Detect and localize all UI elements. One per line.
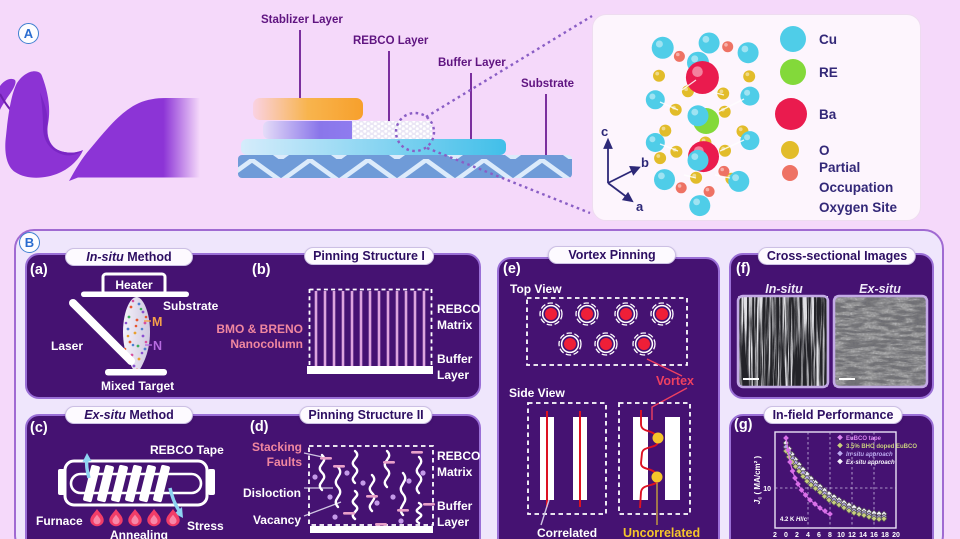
svg-text:In-situ approach: In-situ approach xyxy=(846,452,893,458)
svg-text:Stacking: Stacking xyxy=(252,440,302,454)
svg-text:Nanocolumn: Nanocolumn xyxy=(230,337,303,351)
svg-text:N: N xyxy=(153,339,162,353)
svg-text:0: 0 xyxy=(784,532,788,539)
svg-text:Layer: Layer xyxy=(437,368,469,382)
svg-text:Layer: Layer xyxy=(437,515,469,529)
svg-text:Faults: Faults xyxy=(267,455,303,469)
svg-text:Occupation: Occupation xyxy=(819,180,893,195)
svg-text:Laser: Laser xyxy=(51,339,83,353)
svg-text:RE: RE xyxy=(819,65,838,80)
svg-text:c: c xyxy=(601,124,608,139)
svg-text:Cu: Cu xyxy=(819,32,837,47)
svg-text:18: 18 xyxy=(881,532,889,539)
svg-text:6: 6 xyxy=(817,532,821,539)
svg-text:Vacancy: Vacancy xyxy=(253,513,301,527)
svg-text:Matrix: Matrix xyxy=(437,465,473,479)
svg-text:Side View: Side View xyxy=(509,386,565,400)
svg-text:Furnace: Furnace xyxy=(36,514,83,528)
svg-text:Correlated: Correlated xyxy=(537,526,597,539)
svg-text:Stress: Stress xyxy=(187,519,224,533)
svg-text:REBCO: REBCO xyxy=(437,449,480,463)
svg-text:BMO & BRENO: BMO & BRENO xyxy=(216,322,303,336)
svg-text:In-situ: In-situ xyxy=(765,282,803,296)
svg-text:Uncorrelated: Uncorrelated xyxy=(623,526,700,539)
svg-text:14: 14 xyxy=(859,532,867,539)
svg-text:3.5% BHO doped EuBCO: 3.5% BHO doped EuBCO xyxy=(846,444,917,450)
svg-text:10: 10 xyxy=(837,532,845,539)
svg-text:4: 4 xyxy=(806,532,810,539)
svg-text:REBCO: REBCO xyxy=(437,302,480,316)
svg-text:2: 2 xyxy=(795,532,799,539)
svg-text:Top View: Top View xyxy=(510,282,562,296)
svg-text:Oxygen Site: Oxygen Site xyxy=(819,200,898,215)
svg-text:REBCO Tape: REBCO Tape xyxy=(150,443,224,457)
svg-text:Ex-situ approach: Ex-situ approach xyxy=(846,460,895,466)
svg-text:b: b xyxy=(641,155,649,170)
svg-text:Buffer: Buffer xyxy=(437,499,473,513)
svg-text:Jc ( MA/cm² ): Jc ( MA/cm² ) xyxy=(753,455,764,504)
svg-text:10: 10 xyxy=(763,486,771,493)
svg-text:16: 16 xyxy=(870,532,878,539)
svg-text:Matrix: Matrix xyxy=(437,318,473,332)
svg-text:Substrate: Substrate xyxy=(163,299,219,313)
svg-text:EuBCO tape: EuBCO tape xyxy=(846,436,882,442)
svg-text:20: 20 xyxy=(892,532,900,539)
svg-text:Annealing: Annealing xyxy=(110,528,168,539)
svg-text:8: 8 xyxy=(828,532,832,539)
svg-text:Heater: Heater xyxy=(115,278,153,292)
svg-text:2: 2 xyxy=(773,532,777,539)
svg-text:Vortex: Vortex xyxy=(656,374,694,388)
svg-text:Ba: Ba xyxy=(819,107,837,122)
svg-text:Disloction: Disloction xyxy=(243,486,301,500)
svg-text:a: a xyxy=(636,199,644,214)
svg-text:O: O xyxy=(819,143,830,158)
svg-text:Mixed Target: Mixed Target xyxy=(101,379,174,393)
svg-text:Ex-situ: Ex-situ xyxy=(859,282,901,296)
svg-text:Buffer: Buffer xyxy=(437,352,473,366)
svg-text:12: 12 xyxy=(848,532,856,539)
svg-text:4.2 K H//c: 4.2 K H//c xyxy=(780,517,808,523)
svg-text:Partial: Partial xyxy=(819,160,860,175)
svg-text:M: M xyxy=(152,315,162,329)
